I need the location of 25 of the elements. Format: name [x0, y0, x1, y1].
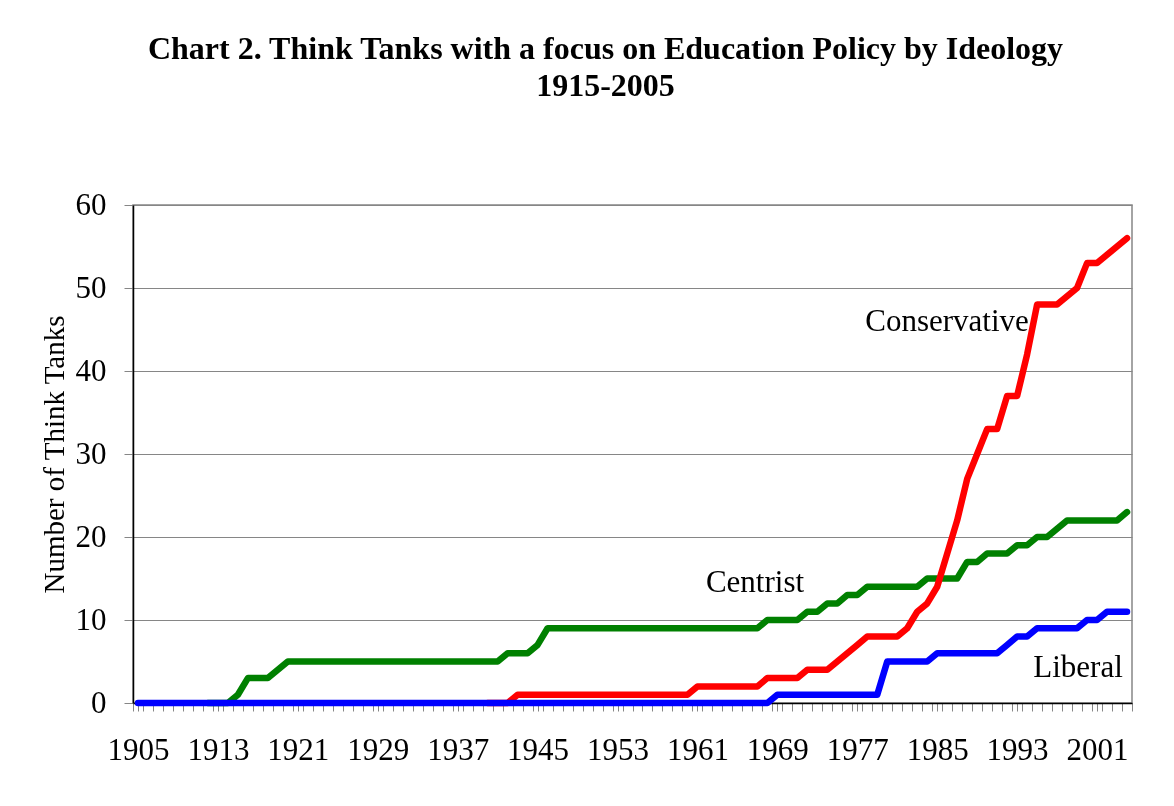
series-label: Conservative: [865, 303, 1029, 338]
y-tick-label: 30: [75, 435, 107, 471]
x-tick-label: 1921: [267, 731, 330, 767]
x-tick-label: 1977: [826, 731, 889, 767]
x-tick-label: 1913: [187, 731, 250, 767]
x-tick-label: 1953: [587, 731, 650, 767]
x-tick-label: 1993: [986, 731, 1049, 767]
x-tick-label: 1985: [906, 731, 969, 767]
x-tick-label: 1945: [507, 731, 570, 767]
series-label: Centrist: [705, 564, 805, 599]
x-tick-label: 2001: [1066, 731, 1129, 767]
y-tick-label: 50: [75, 269, 107, 305]
y-axis-title: Number of Think Tanks: [37, 315, 70, 594]
chart-title: Chart 2. Think Tanks with a focus on Education Policy by Ideology 1915-2005: [147, 30, 1064, 103]
series-label: Liberal: [1033, 649, 1123, 684]
y-tick-label: 10: [75, 601, 107, 637]
x-tick-label: 1969: [746, 731, 809, 767]
y-tick-label: 40: [75, 352, 107, 388]
x-tick-label: 1961: [666, 731, 729, 767]
x-tick-label: 1929: [347, 731, 410, 767]
x-tick-label: 1937: [427, 731, 490, 767]
y-tick-label: 20: [75, 518, 107, 554]
y-tick-label: 0: [91, 684, 107, 720]
y-tick-label: 60: [75, 186, 107, 222]
x-tick-label: 1905: [107, 731, 170, 767]
